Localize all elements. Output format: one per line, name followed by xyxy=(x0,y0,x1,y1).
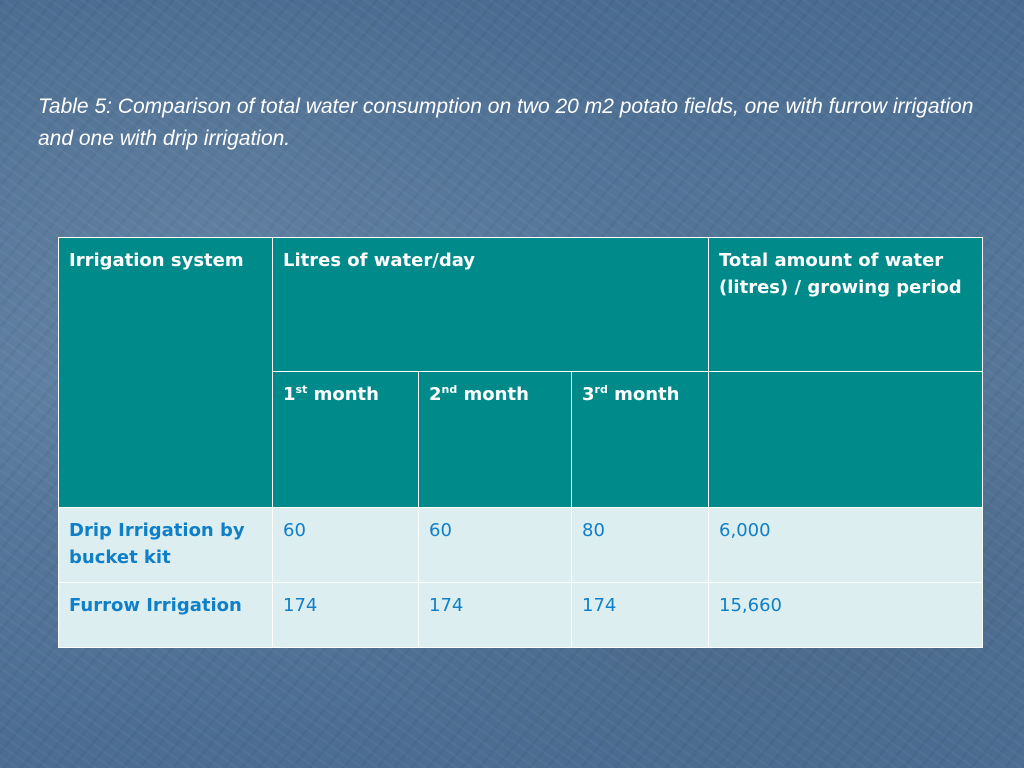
header-litres-per-day: Litres of water/day xyxy=(271,237,710,372)
cell-drip-total: 6,000 xyxy=(708,507,984,583)
header-month-3: 3rd month xyxy=(570,371,710,508)
header-row-top: Irrigation system Litres of water/day To… xyxy=(58,237,984,508)
row-label-drip: Drip Irrigation by bucket kit xyxy=(58,507,273,583)
cell-drip-month-1: 60 xyxy=(272,507,419,583)
table-row: Drip Irrigation by bucket kit 60 60 80 6… xyxy=(58,507,984,583)
header-month-2: 2nd month xyxy=(418,371,572,508)
cell-drip-month-3: 80 xyxy=(570,507,710,583)
cell-furrow-month-1: 174 xyxy=(272,582,419,648)
header-row-months: 1st month 2nd month 3rd month xyxy=(59,371,984,508)
header-month-1: 1st month xyxy=(272,371,419,508)
header-total-empty xyxy=(708,371,984,508)
header-total-amount: Total amount of water (litres) / growing… xyxy=(708,237,984,372)
cell-furrow-month-2: 174 xyxy=(418,582,572,648)
table-row: Furrow Irrigation 174 174 174 15,660 xyxy=(58,582,984,648)
cell-drip-month-2: 60 xyxy=(418,507,572,583)
cell-furrow-total: 15,660 xyxy=(708,582,984,648)
cell-furrow-month-3: 174 xyxy=(570,582,710,648)
table-caption: Table 5: Comparison of total water consu… xyxy=(38,95,974,150)
row-label-furrow: Furrow Irrigation xyxy=(58,582,273,648)
header-irrigation-system: Irrigation system xyxy=(58,237,273,508)
water-consumption-table: Irrigation system Litres of water/day To… xyxy=(58,237,984,648)
